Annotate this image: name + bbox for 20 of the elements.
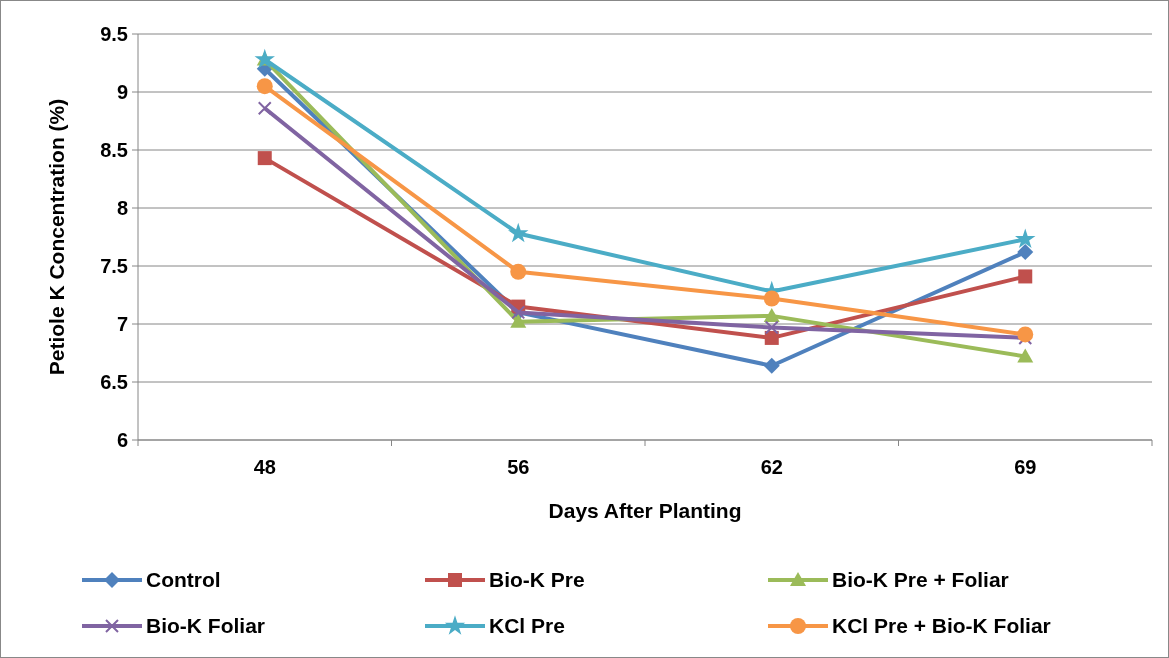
x-tick-label: 56 <box>507 456 530 478</box>
legend-label: Bio-K Pre + Foliar <box>832 568 1009 592</box>
x-tick-label: 48 <box>253 456 276 478</box>
y-tick-label: 7.5 <box>100 255 128 277</box>
y-tick-label: 7 <box>116 313 128 335</box>
y-axis-title: Petiole K Concentration (%) <box>45 98 68 376</box>
x-axis-title: Days After Planting <box>548 499 742 522</box>
y-tick-label: 8 <box>116 197 128 219</box>
legend-label: Bio-K Pre <box>489 568 585 592</box>
x-tick-label: 62 <box>760 456 783 478</box>
legend-label: KCl Pre <box>489 614 565 638</box>
y-tick-label: 9 <box>116 81 128 103</box>
legend-label: Control <box>146 568 221 592</box>
y-tick-label: 9.5 <box>100 23 128 45</box>
y-tick-label: 8.5 <box>100 139 128 161</box>
y-tick-label: 6 <box>116 429 128 451</box>
legend-label: Bio-K Foliar <box>146 614 265 638</box>
x-tick-label: 69 <box>1014 456 1037 478</box>
y-tick-label: 6.5 <box>100 371 128 393</box>
legend-label: KCl Pre + Bio-K Foliar <box>832 614 1051 638</box>
